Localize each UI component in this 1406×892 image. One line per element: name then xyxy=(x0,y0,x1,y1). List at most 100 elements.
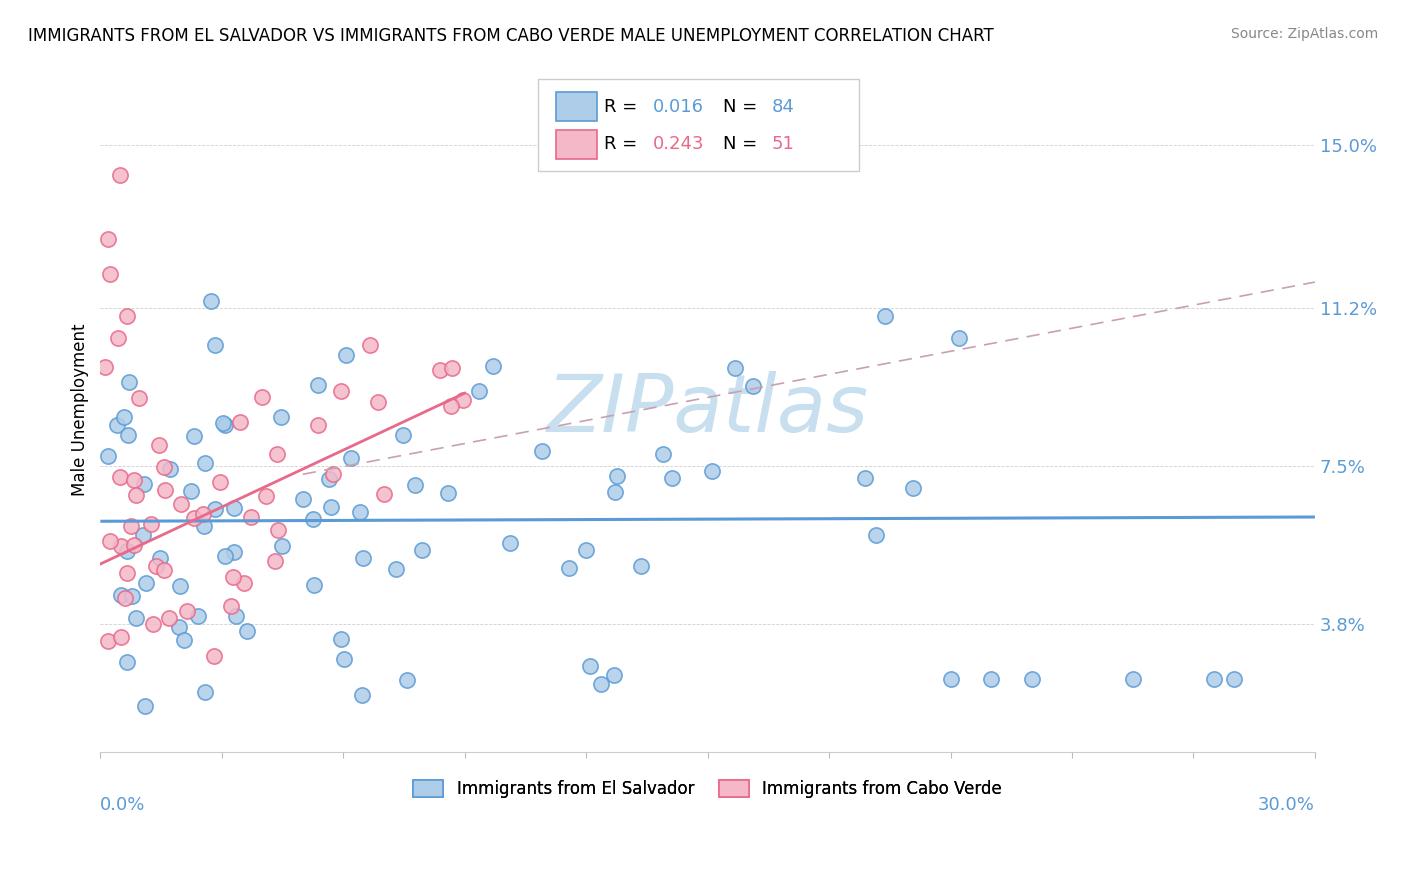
Point xyxy=(724,360,747,375)
Point xyxy=(214,549,236,563)
Point xyxy=(329,632,352,647)
Point xyxy=(224,500,246,515)
Point xyxy=(121,589,143,603)
Point xyxy=(193,507,215,521)
Point xyxy=(575,542,598,557)
Point xyxy=(322,467,344,481)
Point xyxy=(661,471,683,485)
Point xyxy=(124,611,146,625)
Point xyxy=(110,539,132,553)
Point xyxy=(468,384,491,398)
Point xyxy=(97,449,120,463)
Point xyxy=(233,576,256,591)
Point xyxy=(630,558,652,573)
Point xyxy=(132,477,155,491)
Point xyxy=(173,633,195,648)
Point xyxy=(225,609,247,624)
Point xyxy=(263,554,285,568)
Point xyxy=(437,486,460,500)
Point xyxy=(176,604,198,618)
Point xyxy=(1021,673,1043,687)
Text: IMMIGRANTS FROM EL SALVADOR VS IMMIGRANTS FROM CABO VERDE MALE UNEMPLOYMENT CORR: IMMIGRANTS FROM EL SALVADOR VS IMMIGRANT… xyxy=(28,27,994,45)
Point xyxy=(391,428,413,442)
Point xyxy=(110,630,132,644)
Point xyxy=(240,510,263,524)
Point xyxy=(93,360,115,375)
Point xyxy=(148,438,170,452)
Point xyxy=(395,673,418,688)
Point xyxy=(605,484,627,499)
Point xyxy=(939,673,962,687)
FancyBboxPatch shape xyxy=(537,78,859,171)
FancyBboxPatch shape xyxy=(555,130,598,159)
Point xyxy=(531,443,554,458)
Text: R =: R = xyxy=(605,98,644,116)
Point xyxy=(98,267,121,281)
Point xyxy=(367,395,389,409)
Point xyxy=(404,478,426,492)
Point xyxy=(120,519,142,533)
Text: ZIPatlas: ZIPatlas xyxy=(547,371,869,450)
Point xyxy=(112,410,135,425)
Point xyxy=(222,570,245,584)
Text: 0.243: 0.243 xyxy=(652,136,704,153)
Point xyxy=(204,502,226,516)
Point xyxy=(270,409,292,424)
Point xyxy=(110,588,132,602)
Point xyxy=(250,390,273,404)
Point xyxy=(128,391,150,405)
Text: Source: ZipAtlas.com: Source: ZipAtlas.com xyxy=(1230,27,1378,41)
Point xyxy=(321,500,343,514)
Point xyxy=(183,428,205,442)
Point xyxy=(901,481,924,495)
Point xyxy=(385,562,408,576)
Point xyxy=(212,416,235,430)
Point xyxy=(224,545,246,559)
Text: R =: R = xyxy=(605,136,644,153)
Point xyxy=(114,591,136,606)
Text: 30.0%: 30.0% xyxy=(1258,797,1315,814)
Point xyxy=(254,489,277,503)
Point xyxy=(194,456,217,470)
Point xyxy=(855,470,877,484)
Point xyxy=(167,620,190,634)
Text: 84: 84 xyxy=(772,98,794,116)
Point xyxy=(591,676,613,690)
Point xyxy=(153,563,176,577)
Point xyxy=(117,428,139,442)
Point xyxy=(115,655,138,669)
Point xyxy=(97,232,120,246)
Point xyxy=(302,578,325,592)
Point xyxy=(270,539,292,553)
Point xyxy=(221,599,243,614)
Point xyxy=(149,551,172,566)
Point xyxy=(169,579,191,593)
Point xyxy=(236,624,259,639)
Point xyxy=(157,611,180,625)
Point xyxy=(229,415,252,429)
Point xyxy=(202,648,225,663)
Point xyxy=(359,338,381,352)
Point xyxy=(194,685,217,699)
Point xyxy=(499,536,522,550)
Point xyxy=(200,294,222,309)
Point xyxy=(291,491,314,506)
Point xyxy=(187,609,209,624)
Point xyxy=(105,418,128,433)
Point xyxy=(302,512,325,526)
Point xyxy=(122,473,145,487)
Point xyxy=(209,475,232,490)
Text: 51: 51 xyxy=(772,136,794,153)
Point xyxy=(110,169,132,183)
Point xyxy=(307,377,329,392)
Point xyxy=(339,451,361,466)
Point xyxy=(603,668,626,682)
Point xyxy=(451,393,474,408)
Point xyxy=(180,484,202,499)
Text: 0.0%: 0.0% xyxy=(100,797,146,814)
Point xyxy=(335,348,357,362)
Point xyxy=(97,633,120,648)
Point xyxy=(606,469,628,483)
Text: N =: N = xyxy=(724,98,763,116)
Point xyxy=(373,486,395,500)
